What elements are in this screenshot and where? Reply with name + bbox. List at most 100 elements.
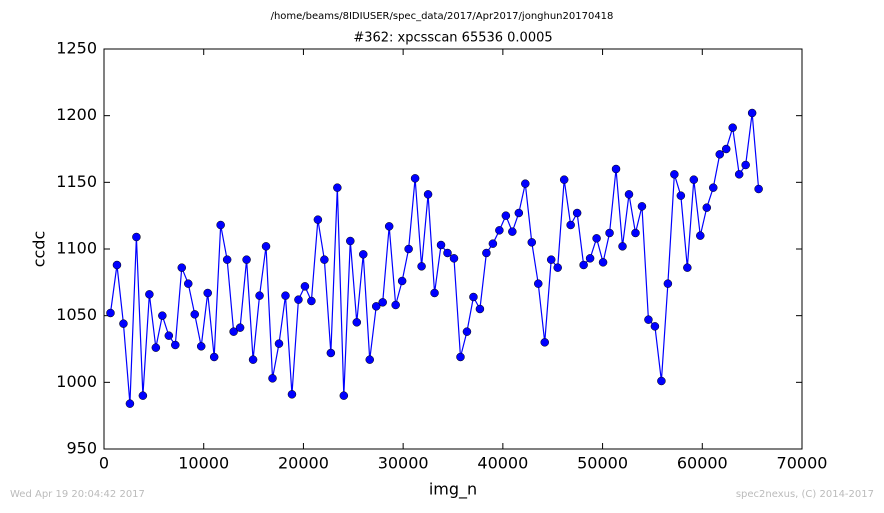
data-point — [611, 164, 621, 174]
data-point — [359, 250, 368, 259]
y-tick-label: 1250 — [56, 39, 97, 58]
data-point — [196, 342, 206, 351]
data-point — [462, 327, 472, 336]
data-point — [482, 248, 491, 258]
data-point — [663, 279, 673, 288]
y-tick-label: 1200 — [56, 105, 97, 124]
data-point — [320, 255, 329, 264]
data-point — [592, 234, 601, 243]
data-point — [119, 319, 128, 328]
data-point — [300, 282, 310, 291]
data-point — [326, 348, 336, 358]
data-point — [637, 202, 647, 211]
data-point — [339, 391, 349, 400]
data-point — [255, 291, 264, 300]
data-point — [177, 263, 187, 272]
x-tick-label: 30000 — [378, 454, 429, 473]
data-point — [689, 175, 699, 184]
data-point — [164, 331, 174, 340]
data-point — [203, 288, 212, 298]
data-point — [709, 183, 718, 192]
data-point — [235, 323, 245, 332]
data-point — [287, 390, 297, 399]
data-point — [631, 228, 640, 238]
x-tick-label: 70000 — [777, 454, 828, 473]
footer-left: Wed Apr 19 20:04:42 2017 — [10, 489, 145, 500]
data-point — [598, 258, 608, 267]
data-point — [333, 183, 342, 192]
data-point — [456, 352, 465, 362]
data-point — [171, 340, 180, 350]
data-point — [449, 254, 459, 263]
data-point — [546, 255, 556, 264]
data-point — [618, 242, 627, 251]
data-point — [378, 298, 387, 307]
data-point — [112, 260, 122, 270]
data-point — [313, 215, 323, 224]
data-point — [158, 311, 167, 320]
x-tick-label: 60000 — [677, 454, 728, 473]
data-point — [696, 231, 705, 240]
data-point — [527, 238, 537, 247]
data-point — [514, 208, 524, 218]
data-point — [540, 338, 549, 347]
data-point — [754, 184, 763, 194]
data-point — [553, 263, 562, 272]
data-point — [572, 208, 582, 218]
data-point — [624, 190, 634, 199]
data-point — [579, 260, 588, 270]
x-tick-label: 10000 — [178, 454, 229, 473]
data-point — [644, 315, 653, 324]
data-point — [384, 222, 394, 231]
data-point — [294, 295, 303, 304]
y-tick-label: 1100 — [56, 239, 97, 258]
data-point — [190, 310, 199, 319]
data-point — [391, 300, 400, 310]
data-point — [423, 190, 433, 199]
data-point — [702, 203, 712, 212]
data-point — [242, 255, 251, 264]
data-point — [657, 376, 666, 386]
data-point — [676, 191, 686, 200]
data-point — [508, 227, 517, 236]
data-point — [106, 308, 115, 318]
data-point — [683, 263, 692, 272]
data-point — [410, 174, 420, 183]
data-point — [721, 144, 731, 154]
y-tick-label: 1050 — [56, 305, 97, 324]
data-point — [125, 399, 135, 408]
data-point — [397, 276, 407, 286]
data-point — [281, 291, 290, 300]
data-point — [268, 374, 277, 383]
data-point — [274, 339, 284, 348]
data-point — [747, 108, 757, 118]
data-point — [443, 248, 452, 258]
data-point — [248, 355, 258, 364]
chart-title: #362: xpcsscan 65536 0.0005 — [353, 31, 552, 46]
y-tick-label: 1150 — [56, 172, 97, 191]
data-point — [741, 160, 750, 170]
data-point — [145, 290, 154, 299]
data-point — [365, 355, 374, 364]
y-axis-label: ccdc — [30, 231, 49, 268]
data-point — [501, 211, 511, 220]
x-tick-label: 20000 — [278, 454, 329, 473]
data-point — [229, 327, 238, 336]
x-tick-label: 50000 — [577, 454, 628, 473]
data-point — [559, 175, 569, 184]
data-point — [521, 179, 530, 188]
data-point — [352, 318, 362, 327]
x-axis-label: img_n — [429, 480, 477, 500]
data-point — [216, 220, 225, 230]
y-tick-label: 950 — [66, 439, 97, 458]
data-point — [670, 170, 679, 179]
y-tick-label: 1000 — [56, 372, 97, 391]
data-point — [222, 255, 232, 264]
x-tick-label: 0 — [99, 454, 109, 473]
data-point — [495, 226, 504, 235]
data-point — [307, 296, 316, 306]
data-point — [138, 391, 148, 400]
footer-right: spec2nexus, (C) 2014-2017 — [736, 489, 874, 500]
